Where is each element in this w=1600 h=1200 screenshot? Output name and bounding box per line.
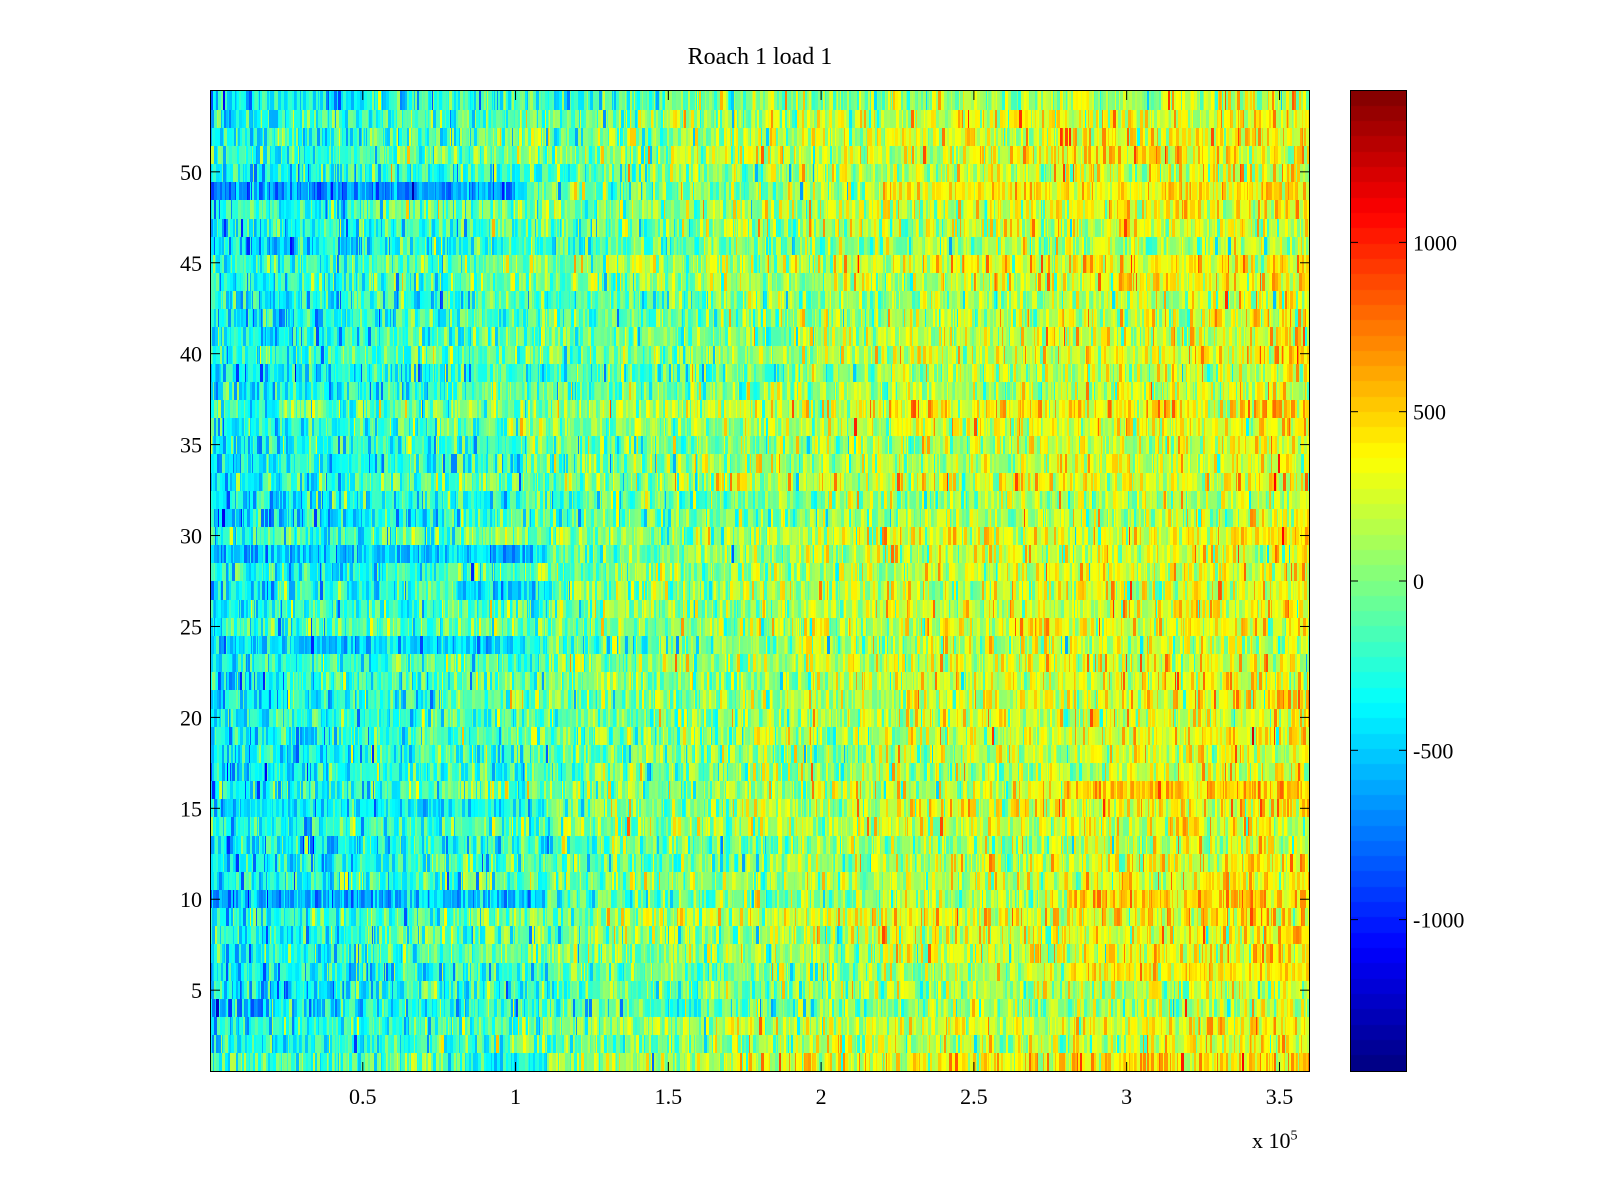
x-tick-label: 3.5 [1266, 1084, 1294, 1109]
colorbar-tick-label: -1000 [1413, 908, 1464, 933]
colorbar-tick-label: -500 [1413, 738, 1453, 763]
y-tick-label: 40 [180, 342, 202, 367]
y-tick-label: 35 [180, 433, 202, 458]
y-tick-label: 20 [180, 705, 202, 730]
x-exponent-base: x 10 [1252, 1128, 1291, 1153]
y-tick-label: 30 [180, 524, 202, 549]
y-tick-label: 5 [191, 978, 202, 1003]
x-tick-label: 0.5 [349, 1084, 377, 1109]
x-tick-label: 1 [510, 1084, 521, 1109]
y-tick-label: 45 [180, 251, 202, 276]
y-tick-label: 15 [180, 796, 202, 821]
x-tick-label: 2.5 [960, 1084, 988, 1109]
x-tick-label: 2 [816, 1084, 827, 1109]
y-tick-label: 10 [180, 887, 202, 912]
colorbar-tick-label: 1000 [1413, 230, 1457, 255]
x-axis-exponent: x 105 [1252, 1128, 1298, 1154]
colorbar-gradient [1351, 91, 1406, 1071]
colorbar [1350, 90, 1407, 1072]
y-tick-label: 25 [180, 614, 202, 639]
x-tick-label: 1.5 [655, 1084, 683, 1109]
heatmap [211, 91, 1309, 1071]
y-tick-label: 50 [180, 160, 202, 185]
colorbar-tick-label: 500 [1413, 400, 1446, 425]
x-tick-label: 3 [1121, 1084, 1132, 1109]
plot-area [210, 90, 1310, 1072]
colorbar-tick-label: 0 [1413, 569, 1424, 594]
chart-title: Roach 1 load 1 [687, 44, 833, 70]
x-exponent-power: 5 [1290, 1128, 1298, 1144]
